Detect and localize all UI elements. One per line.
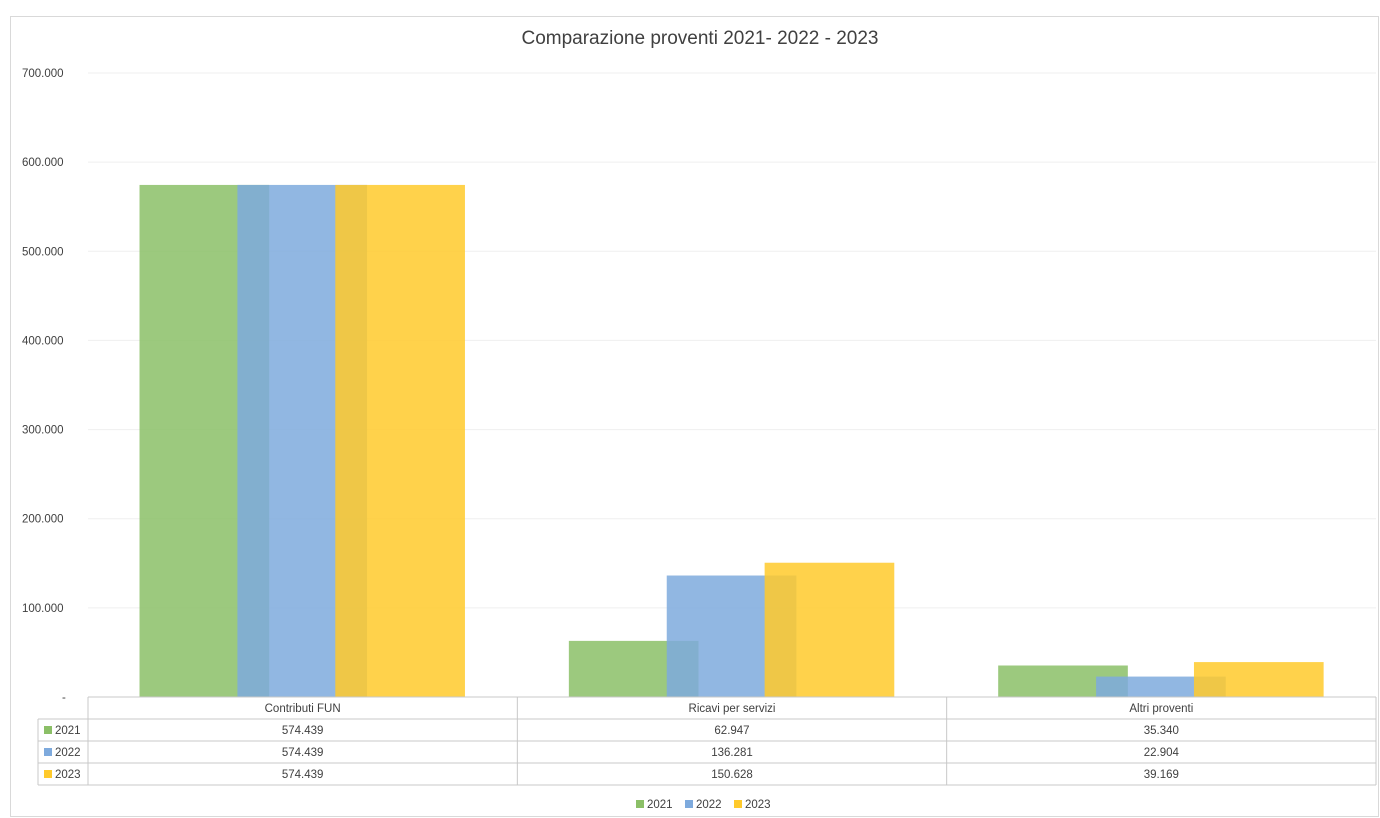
y-tick-label: - [62, 692, 66, 704]
legend-swatch-2023 [734, 800, 742, 808]
table-cell-2022-1: 136.281 [711, 747, 753, 759]
table-header-2: Altri proventi [1129, 703, 1193, 715]
table-header-0: Contributi FUN [265, 703, 341, 715]
y-tick-label: 600.000 [22, 157, 64, 169]
y-tick-label: 700.000 [22, 68, 64, 80]
bar-2023-2 [1193, 662, 1324, 697]
legend-key-2023 [44, 770, 52, 778]
table-cell-2021-0: 574.439 [282, 725, 324, 737]
bar-2022-2 [1096, 676, 1226, 697]
y-tick-label: 500.000 [22, 246, 64, 258]
table-row-label-2022: 2022 [55, 747, 81, 759]
table-header-1: Ricavi per servizi [689, 703, 776, 715]
legend-key-2022 [44, 748, 52, 756]
legend-swatch-2022 [685, 800, 693, 808]
chart-title: Comparazione proventi 2021- 2022 - 2023 [521, 28, 879, 49]
legend-label-2021: 2021 [647, 799, 673, 811]
bar-2023-1 [764, 562, 895, 697]
legend-key-2021 [44, 726, 52, 734]
table-row-label-2021: 2021 [55, 725, 81, 737]
table-cell-2023-1: 150.628 [711, 769, 753, 781]
y-tick-label: 400.000 [22, 335, 64, 347]
y-tick-label: 100.000 [22, 603, 64, 615]
table-cell-2021-2: 35.340 [1144, 725, 1179, 737]
chart-frame [10, 16, 1379, 817]
legend-swatch-2021 [636, 800, 644, 808]
legend-label-2022: 2022 [696, 799, 722, 811]
legend-label-2023: 2023 [745, 799, 771, 811]
table-cell-2022-2: 22.904 [1144, 747, 1180, 759]
table-cell-2021-1: 62.947 [714, 725, 749, 737]
table-cell-2023-0: 574.439 [282, 769, 324, 781]
table-cell-2023-2: 39.169 [1144, 769, 1179, 781]
y-tick-label: 300.000 [22, 425, 64, 437]
bar-2023-0 [335, 184, 465, 698]
table-row-label-2023: 2023 [55, 769, 81, 781]
table-cell-2022-0: 574.439 [282, 747, 324, 759]
y-tick-label: 200.000 [22, 514, 64, 526]
